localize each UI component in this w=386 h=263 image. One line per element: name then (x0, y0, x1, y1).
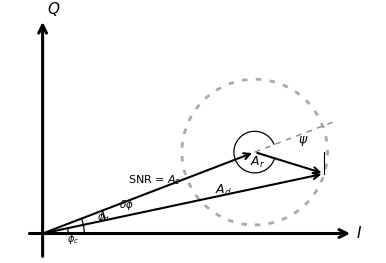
Text: $\phi_d$: $\phi_d$ (97, 210, 110, 224)
Text: $\psi$: $\psi$ (298, 134, 308, 148)
Text: $\delta\phi$: $\delta\phi$ (119, 198, 134, 212)
Text: $A_r$: $A_r$ (250, 155, 265, 170)
Text: Q: Q (47, 2, 59, 17)
Text: SNR = $A_c$: SNR = $A_c$ (129, 173, 181, 187)
Text: $\phi_c$: $\phi_c$ (67, 232, 79, 246)
Text: $A_d$: $A_d$ (215, 183, 231, 198)
Text: I: I (356, 226, 361, 241)
